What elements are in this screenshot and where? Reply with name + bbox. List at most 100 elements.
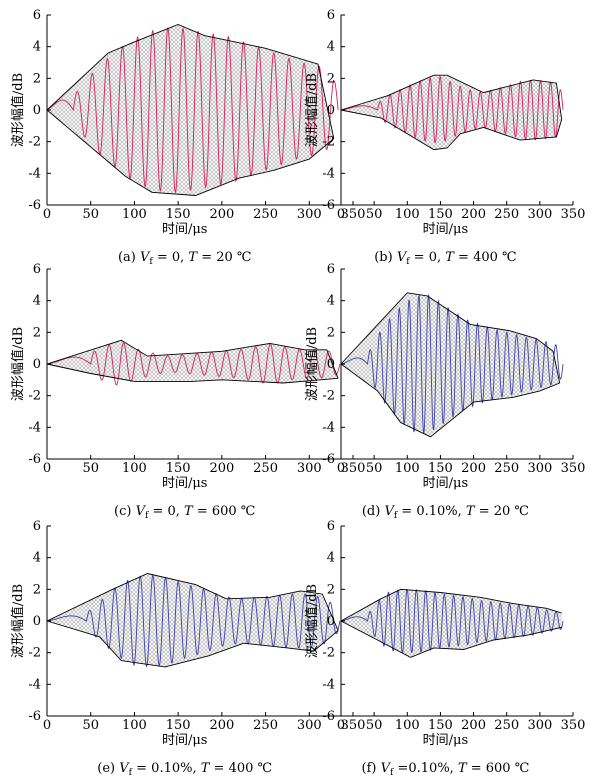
y-tick-label: -2: [28, 646, 41, 661]
y-tick-label: -2: [28, 389, 41, 404]
y-tick-label: 6: [327, 8, 335, 23]
x-tick-label: 100: [395, 718, 420, 733]
x-tick-label: 350: [561, 718, 586, 733]
y-tick-label: 0: [33, 614, 41, 629]
waveform-line: [340, 293, 564, 435]
x-tick-label: 50: [366, 461, 383, 476]
x-tick-label: 300: [527, 461, 552, 476]
x-tick-label: 250: [494, 718, 519, 733]
x-tick-label: 50: [366, 207, 383, 222]
x-tick-label: 250: [494, 207, 519, 222]
x-tick-label: 150: [166, 461, 191, 476]
x-tick-label: 300: [527, 207, 552, 222]
lower-envelope-line: [340, 620, 562, 658]
x-tick-label: 200: [461, 461, 486, 476]
y-tick-label: 4: [327, 551, 335, 566]
waveform-line: [46, 27, 339, 194]
x-tick-label: 150: [166, 207, 191, 222]
x-tick-label: 150: [428, 461, 453, 476]
y-tick-label: 2: [327, 582, 335, 597]
x-tick-label: 300: [297, 207, 322, 222]
x-tick-label: 200: [209, 718, 234, 733]
y-axis-label: 波形幅值/dB: [10, 73, 26, 147]
y-tick-label: 0: [33, 357, 41, 372]
y-tick-label: 4: [327, 294, 335, 309]
y-tick-label: 4: [33, 294, 41, 309]
y-tick-label: -2: [322, 389, 335, 404]
x-tick-label: 0: [337, 461, 345, 476]
y-tick-label: 2: [33, 582, 41, 597]
upper-envelope-line: [340, 74, 563, 120]
y-tick-label: 2: [33, 325, 41, 340]
y-axis-label: 波形幅值/dB: [304, 327, 320, 401]
y-tick-label: 6: [33, 519, 41, 534]
envelope-area: [47, 24, 334, 196]
lower-envelope-line: [46, 620, 339, 668]
x-tick-label: 350: [561, 207, 586, 222]
chart-panel-4: 0 50 100 150 200 250 300 350-6-4-20246时间/μs波形幅值…: [10, 519, 365, 778]
x-tick-label: 150: [428, 207, 453, 222]
x-tick-label: 0: [337, 207, 345, 222]
upper-envelope-line: [340, 292, 561, 384]
x-tick-label: 250: [253, 461, 278, 476]
x-tick-label: 100: [122, 718, 147, 733]
chart-caption: (a) Vf = 0, T = 20 ℃: [118, 250, 252, 267]
x-tick-label: 350: [341, 461, 366, 476]
y-tick-label: 6: [327, 519, 335, 534]
chart-caption: (b) Vf = 0, T = 400 ℃: [374, 250, 516, 267]
x-axis-label: 时间/μs: [162, 222, 208, 237]
y-tick-label: -2: [322, 135, 335, 150]
x-tick-label: 150: [166, 718, 191, 733]
x-tick-label: 300: [297, 718, 322, 733]
x-tick-label: 350: [341, 718, 366, 733]
x-tick-label: 250: [253, 718, 278, 733]
chart-panel-0: 0 50 100 150 200 250 300 350-6-4-20246时间/μs波形幅值…: [10, 8, 365, 267]
x-tick-label: 300: [527, 718, 552, 733]
upper-envelope-line: [46, 24, 335, 139]
y-tick-label: -4: [28, 677, 41, 692]
y-tick-label: 2: [327, 325, 335, 340]
x-tick-label: 50: [82, 207, 99, 222]
lower-envelope-line: [46, 363, 339, 384]
x-tick-label: 100: [395, 461, 420, 476]
waveform-line: [46, 574, 341, 668]
lower-envelope-line: [340, 109, 563, 151]
x-tick-label: 100: [395, 207, 420, 222]
y-tick-label: 0: [327, 103, 335, 118]
x-tick-label: 200: [209, 207, 234, 222]
x-axis-label: 时间/μs: [423, 733, 469, 748]
y-tick-label: 6: [33, 262, 41, 277]
waveform-line: [340, 75, 564, 144]
x-tick-label: 350: [341, 207, 366, 222]
y-axis-label: 波形幅值/dB: [304, 584, 320, 658]
chart-panel-5: 0 50 100 150 200 250 300 350 -6 -4 -2 0 2 4 6 时间/μs 波形幅值…: [304, 519, 585, 778]
y-tick-label: -6: [322, 452, 335, 467]
x-tick-label: 50: [82, 461, 99, 476]
upper-envelope-line: [340, 588, 562, 622]
chart-caption: (c) Vf = 0, T = 600 ℃: [114, 504, 255, 521]
x-axis-label: 时间/μs: [162, 733, 208, 748]
x-tick-label: 0: [43, 207, 51, 222]
x-tick-label: 0: [337, 718, 345, 733]
y-tick-label: 6: [327, 262, 335, 277]
chart-panel-1: 0 50 100 150 200 250 300 350 -6 -4 -2 0 2 4 6 时间/μs 波形幅值…: [304, 8, 585, 267]
y-tick-label: -4: [322, 677, 335, 692]
y-tick-label: -2: [322, 646, 335, 661]
waveform-line: [46, 342, 341, 386]
y-tick-label: -6: [28, 198, 41, 213]
x-tick-label: 0: [43, 718, 51, 733]
x-tick-label: 50: [366, 718, 383, 733]
y-tick-label: 4: [33, 40, 41, 55]
envelope-area: [47, 340, 339, 383]
x-axis-label: 时间/μs: [423, 476, 469, 491]
y-tick-label: -6: [28, 709, 41, 724]
x-tick-label: 0: [43, 461, 51, 476]
x-tick-label: 200: [461, 207, 486, 222]
x-tick-label: 100: [122, 461, 147, 476]
y-axis-label: 波形幅值/dB: [10, 584, 26, 658]
upper-envelope-line: [46, 573, 339, 631]
y-axis-label: 波形幅值/dB: [10, 327, 26, 401]
x-tick-label: 150: [428, 718, 453, 733]
